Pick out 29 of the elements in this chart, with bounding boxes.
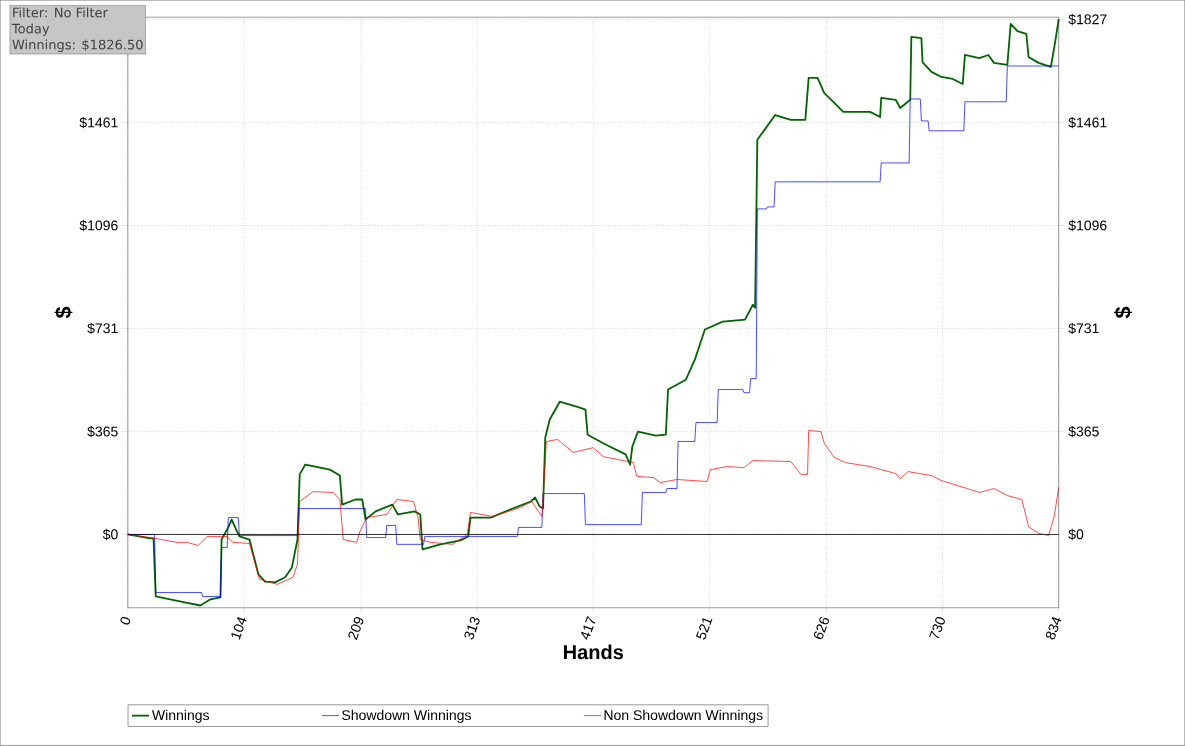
- y-axis-title: $: [54, 306, 73, 319]
- x-tick-label: 104: [231, 617, 247, 640]
- text: Filter: No Filter: [13, 7, 108, 18]
- x-tick-label: 313: [464, 617, 480, 640]
- y2-tick-label: $1827: [1068, 13, 1107, 26]
- x-tick-label: 417: [581, 616, 596, 640]
- x-tick-label: 0: [120, 617, 131, 625]
- y-tick-label: $731: [87, 322, 118, 335]
- y2-tick-label: $731: [1068, 322, 1099, 335]
- annotation: Winnings: $1826.50: [12, 39, 143, 53]
- x-tick-label: 521: [696, 618, 713, 640]
- y2-tick-label: $0: [1068, 528, 1084, 541]
- legend-label: Showdown Winnings: [342, 710, 471, 724]
- legend-label: Non Showdown Winnings: [604, 710, 763, 724]
- y2-tick-label: $365: [1068, 426, 1099, 438]
- legend-label: Winnings: [151, 710, 210, 724]
- text: Today: [11, 23, 50, 37]
- y2-tick-label: $1461: [1068, 117, 1107, 129]
- x-tick-label: 834: [1045, 617, 1062, 640]
- x-axis-title: Hands: [564, 644, 624, 660]
- y-tick-label: $1096: [79, 220, 118, 232]
- y-tick-label: $1461: [79, 117, 118, 129]
- y-tick-label: $0: [102, 528, 118, 541]
- y2-axis-title: $: [1114, 306, 1133, 319]
- x-tick-label: 626: [813, 617, 829, 640]
- x-tick-label: 209: [348, 617, 364, 641]
- y2-tick-label: $1096: [1068, 220, 1107, 232]
- x-tick-label: 730: [929, 617, 945, 639]
- y-tick-label: $365: [87, 426, 118, 438]
